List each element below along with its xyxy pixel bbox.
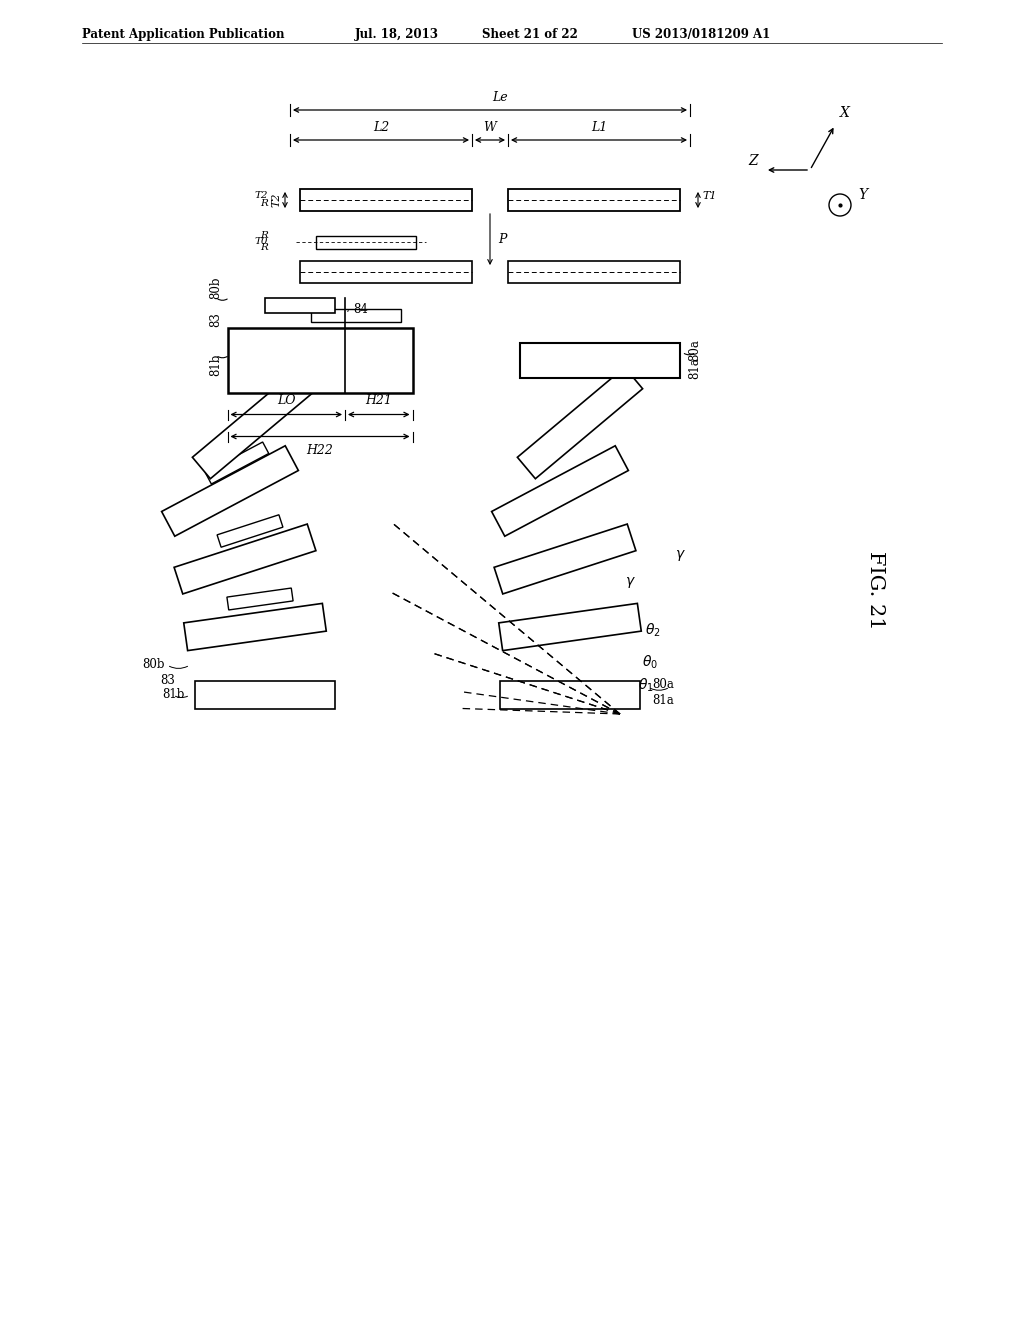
Text: Jul. 18, 2013: Jul. 18, 2013	[355, 28, 439, 41]
Text: Patent Application Publication: Patent Application Publication	[82, 28, 285, 41]
Text: 80b: 80b	[210, 276, 222, 298]
Polygon shape	[227, 587, 293, 610]
Polygon shape	[316, 235, 416, 248]
Polygon shape	[183, 603, 327, 651]
Text: $\theta_2$: $\theta_2$	[645, 622, 660, 639]
Polygon shape	[300, 261, 472, 282]
Polygon shape	[311, 309, 401, 322]
Polygon shape	[517, 367, 643, 479]
Text: Y: Y	[858, 187, 867, 202]
Polygon shape	[500, 681, 640, 709]
Text: R: R	[260, 231, 268, 240]
Text: $\gamma$: $\gamma$	[625, 574, 636, 590]
Polygon shape	[193, 367, 317, 479]
Text: FIG. 21: FIG. 21	[865, 550, 885, 630]
Text: LO: LO	[278, 395, 296, 408]
Text: 81b: 81b	[163, 689, 185, 701]
Text: US 2013/0181209 A1: US 2013/0181209 A1	[632, 28, 770, 41]
Text: T1: T1	[702, 191, 717, 201]
Polygon shape	[499, 603, 641, 651]
Polygon shape	[520, 342, 680, 378]
Polygon shape	[495, 524, 636, 594]
Text: 80b: 80b	[142, 659, 165, 672]
Text: 83: 83	[160, 675, 175, 688]
Text: $\theta_0$: $\theta_0$	[642, 653, 658, 671]
Text: R: R	[260, 199, 268, 209]
Text: 84: 84	[353, 304, 368, 315]
Text: L1: L1	[591, 121, 607, 135]
Text: T2: T2	[271, 193, 281, 207]
Polygon shape	[227, 327, 413, 392]
Text: H22: H22	[306, 445, 334, 458]
Text: $\gamma$: $\gamma$	[675, 548, 686, 562]
Text: Z: Z	[749, 154, 758, 168]
Text: $\theta_1$: $\theta_1$	[638, 677, 653, 694]
Polygon shape	[492, 446, 629, 536]
Text: 81b: 81b	[210, 354, 222, 376]
Text: X: X	[840, 106, 850, 120]
Text: R: R	[260, 243, 268, 252]
Text: 80a: 80a	[652, 678, 674, 692]
Text: 83: 83	[210, 312, 222, 327]
Text: 81a: 81a	[652, 693, 674, 706]
Polygon shape	[300, 189, 472, 211]
Polygon shape	[205, 442, 268, 484]
Polygon shape	[508, 189, 680, 211]
Text: T0: T0	[255, 238, 268, 247]
Polygon shape	[162, 446, 298, 536]
Polygon shape	[265, 298, 335, 313]
Text: 80a: 80a	[688, 339, 701, 360]
Polygon shape	[195, 681, 335, 709]
Text: P: P	[498, 234, 507, 246]
Text: T2: T2	[255, 191, 268, 201]
Text: Le: Le	[493, 91, 508, 104]
Polygon shape	[174, 524, 315, 594]
Polygon shape	[508, 261, 680, 282]
Text: 81a: 81a	[688, 358, 701, 379]
Text: W: W	[483, 121, 497, 135]
Text: L2: L2	[373, 121, 389, 135]
Polygon shape	[243, 359, 307, 371]
Polygon shape	[217, 515, 283, 548]
Text: Sheet 21 of 22: Sheet 21 of 22	[482, 28, 578, 41]
Text: H21: H21	[366, 395, 392, 408]
